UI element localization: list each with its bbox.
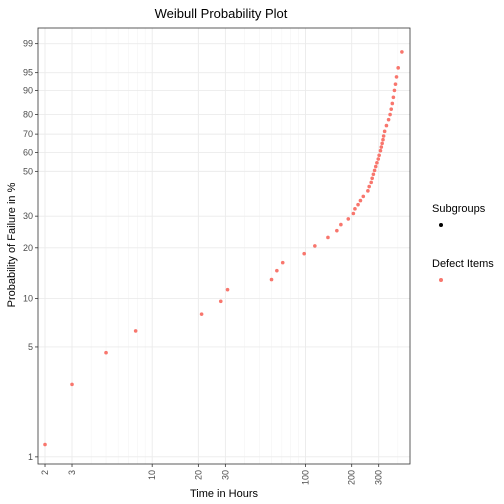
data-point (133, 329, 138, 333)
x-tick-label: 100 (301, 470, 311, 485)
data-point (351, 211, 356, 216)
data-point (326, 235, 330, 240)
data-point (393, 82, 398, 86)
data-point (391, 95, 396, 100)
data-point (389, 107, 394, 111)
data-point (370, 176, 374, 181)
data-point (346, 217, 351, 221)
data-point (371, 172, 376, 177)
y-axis-title: Probability of Failure in % (6, 182, 18, 307)
data-point (378, 148, 383, 153)
data-point (372, 168, 377, 173)
x-tick-label: 300 (374, 470, 384, 485)
y-tick-label: 99 (23, 39, 33, 49)
data-point (373, 164, 378, 169)
y-tick-label: 80 (23, 110, 33, 120)
y-tick-label: 1 (28, 452, 33, 462)
data-point (381, 137, 385, 142)
data-point (339, 222, 343, 227)
data-point (376, 157, 381, 161)
y-tick-label: 30 (23, 211, 33, 221)
data-point (275, 268, 279, 273)
grid-layer (38, 28, 410, 464)
data-point (269, 277, 274, 282)
data-point (225, 287, 230, 292)
data-point (335, 228, 339, 233)
data-point (390, 101, 395, 106)
legend-title: Defect Items (432, 258, 494, 270)
x-tick-label: 3 (67, 470, 77, 475)
data-point (380, 141, 384, 146)
data-point (392, 88, 397, 93)
data-point (43, 442, 47, 447)
data-point (218, 299, 223, 304)
data-point (375, 160, 379, 165)
data-point (386, 117, 391, 122)
data-point (379, 145, 384, 149)
y-tick-label: 90 (23, 85, 33, 95)
data-point (400, 50, 404, 54)
legend-key (439, 223, 443, 227)
data-point (358, 198, 363, 203)
data-point (377, 153, 381, 158)
y-axis: 1 5 10 20 30 50 60 70 80 90 95 99 (23, 39, 38, 462)
data-point (356, 202, 360, 207)
y-tick-label: 20 (23, 243, 33, 253)
panel-border (37, 27, 411, 465)
data-point (396, 66, 400, 70)
legend-title: Subgroups (432, 203, 486, 215)
data-point (381, 134, 386, 138)
y-tick-label: 95 (23, 68, 33, 78)
y-tick-label: 5 (28, 342, 33, 352)
data-point (302, 251, 306, 256)
legend: Subgroups Defect Items (432, 203, 494, 282)
data-point (367, 184, 371, 189)
x-tick-label: 10 (147, 470, 157, 480)
x-tick-label: 20 (193, 470, 203, 480)
y-tick-label: 50 (23, 166, 33, 176)
x-tick-label: 200 (347, 470, 357, 485)
data-point (280, 260, 285, 265)
points-layer (43, 50, 404, 447)
legend-key (439, 278, 443, 282)
data-point (382, 129, 387, 134)
data-point (353, 207, 357, 211)
chart-title: Weibull Probability Plot (155, 6, 288, 21)
x-axis-title: Time in Hours (190, 488, 259, 500)
data-point (394, 75, 399, 79)
data-point (70, 382, 74, 387)
y-tick-label: 10 (23, 293, 33, 303)
x-axis: 2 3 10 20 30 100 200 300 (40, 464, 384, 485)
x-tick-label: 2 (40, 470, 50, 475)
data-point (384, 123, 389, 128)
data-point (104, 350, 108, 355)
data-point (388, 112, 392, 117)
data-point (361, 194, 366, 199)
data-point (366, 189, 370, 193)
y-tick-label: 70 (23, 129, 33, 139)
data-point (369, 180, 373, 185)
x-tick-label: 30 (220, 470, 230, 480)
data-point (313, 244, 317, 248)
y-tick-label: 60 (23, 148, 33, 158)
data-point (199, 312, 204, 316)
